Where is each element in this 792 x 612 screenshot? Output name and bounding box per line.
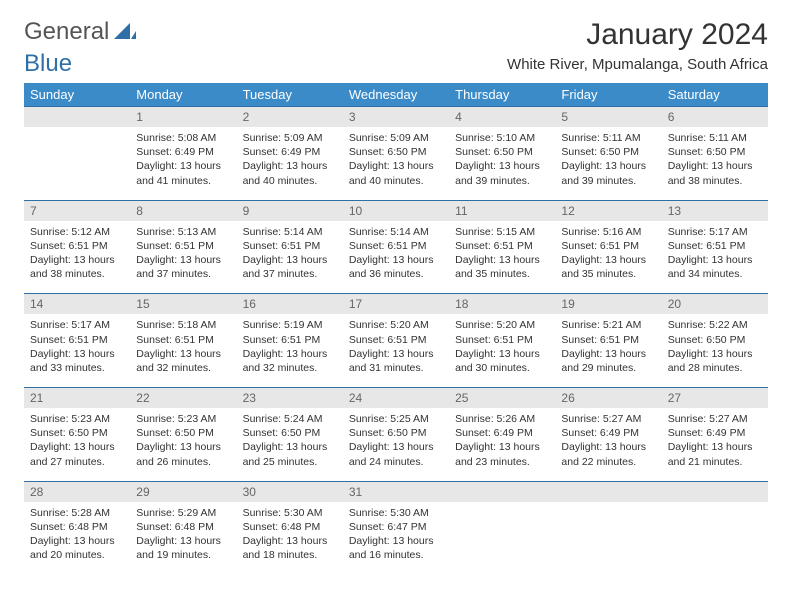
day-number xyxy=(662,481,768,502)
weekday-tuesday: Tuesday xyxy=(237,83,343,107)
day-detail: Sunrise: 5:17 AMSunset: 6:51 PMDaylight:… xyxy=(24,314,130,387)
day-number: 30 xyxy=(237,481,343,502)
day-detail: Sunrise: 5:29 AMSunset: 6:48 PMDaylight:… xyxy=(130,502,236,575)
day-number: 11 xyxy=(449,200,555,221)
day-number: 10 xyxy=(343,200,449,221)
day-number: 18 xyxy=(449,294,555,315)
daynum-row: 14 15 16 17 18 19 20 xyxy=(24,294,768,315)
page-header: General January 2024 White River, Mpumal… xyxy=(24,18,768,73)
day-detail: Sunrise: 5:17 AMSunset: 6:51 PMDaylight:… xyxy=(662,221,768,294)
day-detail: Sunrise: 5:14 AMSunset: 6:51 PMDaylight:… xyxy=(237,221,343,294)
daynum-row: 7 8 9 10 11 12 13 xyxy=(24,200,768,221)
weekday-friday: Friday xyxy=(555,83,661,107)
day-detail: Sunrise: 5:23 AMSunset: 6:50 PMDaylight:… xyxy=(130,408,236,481)
detail-row: Sunrise: 5:28 AMSunset: 6:48 PMDaylight:… xyxy=(24,502,768,575)
day-number: 26 xyxy=(555,388,661,409)
day-number: 16 xyxy=(237,294,343,315)
page-subtitle: White River, Mpumalanga, South Africa xyxy=(507,56,768,73)
day-detail: Sunrise: 5:23 AMSunset: 6:50 PMDaylight:… xyxy=(24,408,130,481)
daynum-row: 28 29 30 31 xyxy=(24,481,768,502)
day-number: 27 xyxy=(662,388,768,409)
day-number: 28 xyxy=(24,481,130,502)
calendar-body: 1 2 3 4 5 6 Sunrise: 5:08 AMSunset: 6:49… xyxy=(24,107,768,575)
day-detail: Sunrise: 5:20 AMSunset: 6:51 PMDaylight:… xyxy=(449,314,555,387)
day-detail: Sunrise: 5:10 AMSunset: 6:50 PMDaylight:… xyxy=(449,127,555,200)
brand-word-blue: Blue xyxy=(24,50,72,78)
day-number: 15 xyxy=(130,294,236,315)
day-detail xyxy=(662,502,768,575)
day-detail: Sunrise: 5:21 AMSunset: 6:51 PMDaylight:… xyxy=(555,314,661,387)
day-detail: Sunrise: 5:28 AMSunset: 6:48 PMDaylight:… xyxy=(24,502,130,575)
daynum-row: 1 2 3 4 5 6 xyxy=(24,107,768,128)
day-number: 21 xyxy=(24,388,130,409)
calendar-page: General January 2024 White River, Mpumal… xyxy=(0,0,792,592)
calendar-weekday-header: Sunday Monday Tuesday Wednesday Thursday… xyxy=(24,83,768,107)
day-detail: Sunrise: 5:15 AMSunset: 6:51 PMDaylight:… xyxy=(449,221,555,294)
day-detail: Sunrise: 5:30 AMSunset: 6:48 PMDaylight:… xyxy=(237,502,343,575)
day-number: 20 xyxy=(662,294,768,315)
day-number xyxy=(555,481,661,502)
day-detail: Sunrise: 5:26 AMSunset: 6:49 PMDaylight:… xyxy=(449,408,555,481)
day-number xyxy=(449,481,555,502)
day-detail: Sunrise: 5:27 AMSunset: 6:49 PMDaylight:… xyxy=(555,408,661,481)
day-number: 23 xyxy=(237,388,343,409)
brand-sail-icon xyxy=(114,18,136,46)
weekday-wednesday: Wednesday xyxy=(343,83,449,107)
day-detail: Sunrise: 5:24 AMSunset: 6:50 PMDaylight:… xyxy=(237,408,343,481)
day-number: 5 xyxy=(555,107,661,128)
day-number: 19 xyxy=(555,294,661,315)
title-block: January 2024 White River, Mpumalanga, So… xyxy=(507,18,768,73)
day-number: 8 xyxy=(130,200,236,221)
day-number xyxy=(24,107,130,128)
day-detail: Sunrise: 5:13 AMSunset: 6:51 PMDaylight:… xyxy=(130,221,236,294)
day-detail: Sunrise: 5:12 AMSunset: 6:51 PMDaylight:… xyxy=(24,221,130,294)
detail-row: Sunrise: 5:17 AMSunset: 6:51 PMDaylight:… xyxy=(24,314,768,387)
day-number: 17 xyxy=(343,294,449,315)
day-number: 29 xyxy=(130,481,236,502)
day-detail: Sunrise: 5:27 AMSunset: 6:49 PMDaylight:… xyxy=(662,408,768,481)
day-detail: Sunrise: 5:08 AMSunset: 6:49 PMDaylight:… xyxy=(130,127,236,200)
day-detail xyxy=(24,127,130,200)
day-detail: Sunrise: 5:11 AMSunset: 6:50 PMDaylight:… xyxy=(662,127,768,200)
day-number: 12 xyxy=(555,200,661,221)
day-number: 4 xyxy=(449,107,555,128)
weekday-saturday: Saturday xyxy=(662,83,768,107)
day-detail: Sunrise: 5:11 AMSunset: 6:50 PMDaylight:… xyxy=(555,127,661,200)
brand-logo: General xyxy=(24,18,138,46)
detail-row: Sunrise: 5:12 AMSunset: 6:51 PMDaylight:… xyxy=(24,221,768,294)
day-detail: Sunrise: 5:20 AMSunset: 6:51 PMDaylight:… xyxy=(343,314,449,387)
day-detail: Sunrise: 5:30 AMSunset: 6:47 PMDaylight:… xyxy=(343,502,449,575)
day-number: 7 xyxy=(24,200,130,221)
day-detail: Sunrise: 5:09 AMSunset: 6:50 PMDaylight:… xyxy=(343,127,449,200)
detail-row: Sunrise: 5:23 AMSunset: 6:50 PMDaylight:… xyxy=(24,408,768,481)
calendar-table: Sunday Monday Tuesday Wednesday Thursday… xyxy=(24,83,768,574)
day-number: 24 xyxy=(343,388,449,409)
day-detail: Sunrise: 5:18 AMSunset: 6:51 PMDaylight:… xyxy=(130,314,236,387)
day-detail: Sunrise: 5:22 AMSunset: 6:50 PMDaylight:… xyxy=(662,314,768,387)
daynum-row: 21 22 23 24 25 26 27 xyxy=(24,388,768,409)
day-detail: Sunrise: 5:09 AMSunset: 6:49 PMDaylight:… xyxy=(237,127,343,200)
day-detail xyxy=(449,502,555,575)
weekday-monday: Monday xyxy=(130,83,236,107)
day-detail: Sunrise: 5:16 AMSunset: 6:51 PMDaylight:… xyxy=(555,221,661,294)
day-detail: Sunrise: 5:19 AMSunset: 6:51 PMDaylight:… xyxy=(237,314,343,387)
brand-word-general: General xyxy=(24,18,109,46)
weekday-thursday: Thursday xyxy=(449,83,555,107)
day-number: 25 xyxy=(449,388,555,409)
day-detail: Sunrise: 5:25 AMSunset: 6:50 PMDaylight:… xyxy=(343,408,449,481)
day-detail: Sunrise: 5:14 AMSunset: 6:51 PMDaylight:… xyxy=(343,221,449,294)
day-number: 13 xyxy=(662,200,768,221)
detail-row: Sunrise: 5:08 AMSunset: 6:49 PMDaylight:… xyxy=(24,127,768,200)
day-number: 31 xyxy=(343,481,449,502)
day-number: 2 xyxy=(237,107,343,128)
weekday-sunday: Sunday xyxy=(24,83,130,107)
page-title: January 2024 xyxy=(507,18,768,52)
day-number: 6 xyxy=(662,107,768,128)
day-number: 1 xyxy=(130,107,236,128)
day-number: 14 xyxy=(24,294,130,315)
day-number: 9 xyxy=(237,200,343,221)
day-number: 3 xyxy=(343,107,449,128)
day-detail xyxy=(555,502,661,575)
day-number: 22 xyxy=(130,388,236,409)
